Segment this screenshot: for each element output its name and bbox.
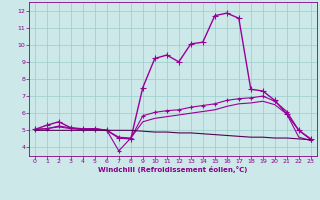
X-axis label: Windchill (Refroidissement éolien,°C): Windchill (Refroidissement éolien,°C) xyxy=(98,166,247,173)
